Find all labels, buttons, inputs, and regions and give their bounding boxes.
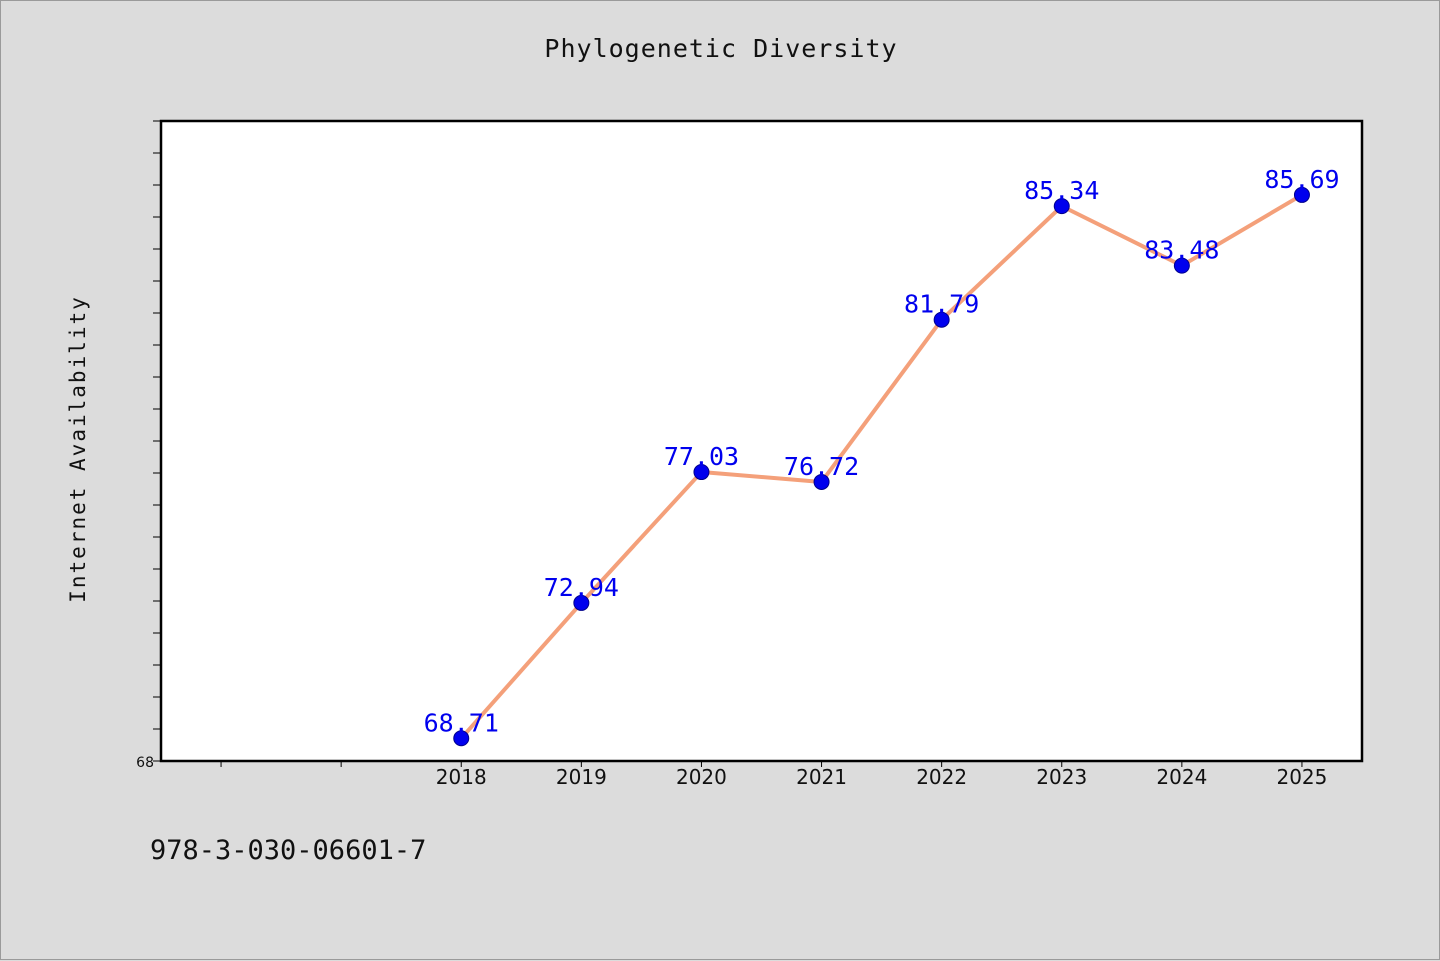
x-tick-label: 2018	[436, 765, 487, 789]
data-point	[453, 730, 470, 747]
x-tick-label: 2020	[676, 765, 727, 789]
data-label: 83.48	[1144, 236, 1219, 265]
x-tick-label: 2023	[1036, 765, 1087, 789]
x-tick-label: 2019	[556, 765, 607, 789]
data-label: 68.71	[424, 708, 499, 737]
data-label: 72.94	[544, 573, 619, 602]
data-label: 77.03	[664, 442, 739, 471]
data-label: 81.79	[904, 290, 979, 319]
chart-title: Phylogenetic Diversity	[544, 34, 898, 63]
series-line	[459, 193, 1303, 740]
data-label: 85.69	[1264, 165, 1339, 194]
x-tick-label: 2024	[1156, 765, 1207, 789]
isbn-text: 978-3-030-06601-7	[150, 835, 427, 866]
x-tick-label: 2022	[916, 765, 967, 789]
data-point	[813, 473, 830, 490]
data-point	[933, 311, 950, 328]
data-point	[1053, 198, 1070, 215]
data-point	[573, 594, 590, 611]
data-label: 85.34	[1024, 176, 1099, 205]
data-point	[1293, 186, 1310, 203]
data-point	[693, 464, 710, 481]
y-tick-label: 68	[136, 755, 154, 771]
plot-frame	[159, 119, 1364, 763]
data-point	[1173, 257, 1190, 274]
data-label: 76.72	[784, 452, 859, 481]
x-tick-label: 2021	[796, 765, 847, 789]
x-tick-label: 2025	[1276, 765, 1327, 789]
